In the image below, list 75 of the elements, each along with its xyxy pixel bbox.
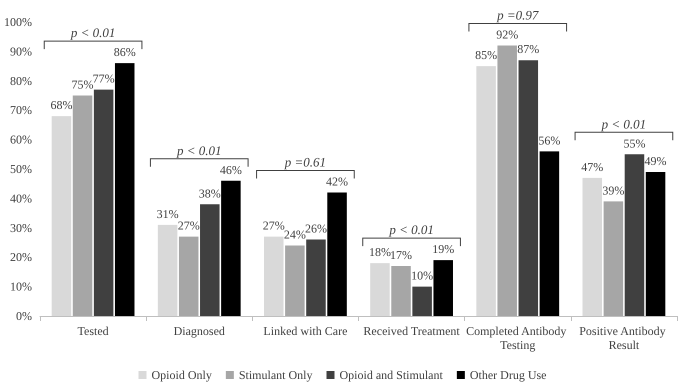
- bar: [114, 63, 134, 316]
- data-label: 85%: [475, 48, 498, 62]
- data-label: 56%: [538, 133, 560, 148]
- bar: [497, 46, 517, 316]
- data-label: 42%: [326, 174, 348, 189]
- bar: [178, 236, 198, 316]
- x-tick-label: Tested: [78, 324, 109, 338]
- data-label: 77%: [92, 72, 115, 86]
- bar: [72, 96, 92, 316]
- bar: [433, 260, 453, 316]
- y-tick-label: 90%: [10, 44, 32, 58]
- bar: [52, 116, 72, 316]
- legend-label: Other Drug Use: [470, 368, 546, 382]
- bar: [582, 178, 602, 316]
- x-tick-label: Positive Antibody Result: [579, 324, 669, 352]
- data-label: 75%: [72, 78, 94, 92]
- y-tick-label: 20%: [10, 250, 32, 264]
- bar: [518, 60, 538, 316]
- legend-label: Opioid and Stimulant: [340, 368, 444, 382]
- data-label: 24%: [284, 227, 306, 242]
- bar: [604, 201, 624, 316]
- bar: [221, 180, 241, 316]
- x-tick-label: Received Treatment: [363, 324, 460, 338]
- data-label: 18%: [368, 245, 391, 260]
- legend-label: Opioid Only: [152, 368, 212, 382]
- data-label: 17%: [390, 248, 412, 262]
- bar: [476, 66, 496, 316]
- annotation: p =0.61: [284, 154, 326, 170]
- annotation: p < 0.01: [176, 142, 222, 158]
- bar: [158, 224, 178, 316]
- x-tick-label: Linked with Care: [263, 324, 348, 338]
- data-label: 27%: [262, 218, 285, 233]
- bar: [327, 192, 347, 316]
- data-label: 49%: [644, 154, 667, 168]
- y-tick-label: 60%: [10, 132, 32, 147]
- y-tick-label: 30%: [10, 220, 32, 235]
- data-label: 47%: [581, 160, 604, 174]
- bar: [94, 90, 114, 316]
- bar: [306, 240, 326, 316]
- x-tick-label: Diagnosed: [174, 324, 225, 338]
- annotation: p < 0.01: [70, 25, 116, 40]
- x-tick-label: Completed Antibody Testing: [466, 324, 570, 352]
- bar: [200, 204, 220, 316]
- legend-label: Stimulant Only: [238, 368, 313, 382]
- annotation: p < 0.01: [600, 116, 646, 132]
- annotation: p < 0.01: [388, 222, 434, 238]
- bar: [540, 151, 560, 316]
- bar: [370, 263, 390, 316]
- data-label: 68%: [50, 98, 72, 112]
- data-label: 87%: [517, 42, 540, 56]
- bar: [624, 154, 644, 316]
- data-label: 31%: [156, 206, 179, 221]
- data-label: 19%: [432, 242, 454, 256]
- y-tick-label: 0%: [16, 309, 32, 323]
- annotation: p =0.97: [496, 8, 539, 23]
- data-label: 92%: [496, 28, 518, 42]
- y-tick-label: 50%: [10, 162, 32, 176]
- bar: [646, 172, 666, 316]
- y-tick-label: 10%: [10, 280, 32, 294]
- bar: [285, 245, 305, 316]
- data-label: 39%: [602, 183, 624, 198]
- y-tick-label: 40%: [10, 191, 32, 206]
- data-label: 10%: [411, 268, 434, 283]
- y-tick-label: 80%: [10, 74, 32, 88]
- bar: [391, 266, 411, 316]
- data-label: 26%: [304, 222, 327, 236]
- data-label: 55%: [623, 136, 646, 150]
- data-label: 27%: [178, 218, 200, 233]
- y-tick-label: 70%: [10, 103, 32, 118]
- bar: [264, 236, 284, 316]
- bar: [412, 286, 432, 316]
- y-tick-label: 100%: [4, 15, 32, 29]
- data-label: 46%: [220, 162, 242, 177]
- data-label: 86%: [114, 45, 136, 60]
- data-label: 38%: [198, 186, 221, 200]
